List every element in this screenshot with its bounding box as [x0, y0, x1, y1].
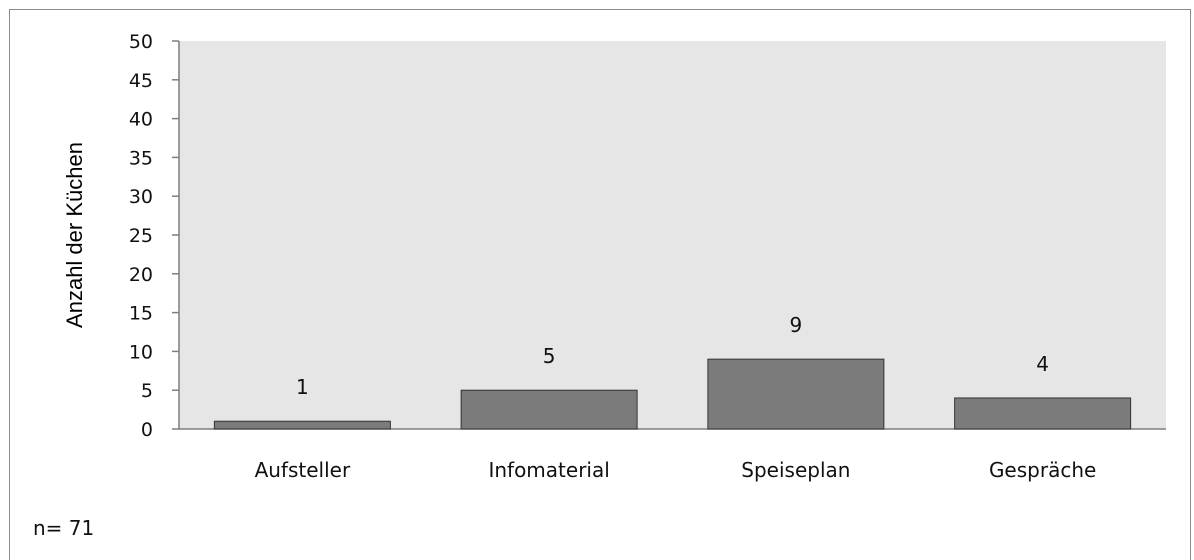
category-label: Gespräche — [989, 458, 1096, 482]
plot-area — [179, 41, 1166, 429]
category-label: Infomaterial — [488, 458, 609, 482]
y-tick-label: 15 — [129, 303, 153, 325]
y-tick-label: 40 — [129, 109, 153, 131]
bar-value-label: 1 — [296, 375, 309, 399]
y-tick-label: 25 — [129, 225, 153, 247]
y-axis: 0 5 10 15 20 25 30 35 40 45 50 — [129, 31, 180, 441]
y-tick-label: 10 — [129, 341, 153, 363]
bar-value-label: 5 — [543, 344, 556, 368]
bar — [954, 397, 1132, 430]
y-tick-label: 35 — [129, 147, 153, 169]
y-tick-label: 30 — [129, 186, 153, 208]
y-tick-label: 0 — [141, 419, 153, 441]
category-label: Speiseplan — [741, 458, 850, 482]
sample-size-note: n= 71 — [33, 516, 94, 540]
y-tick-label: 45 — [129, 70, 153, 92]
y-axis-title: Anzahl der Küchen — [62, 142, 87, 328]
y-tick-label: 5 — [141, 380, 153, 402]
bar-value-label: 4 — [1036, 352, 1049, 376]
bar — [707, 358, 885, 430]
bar-value-label: 9 — [790, 313, 803, 337]
bar — [460, 389, 638, 430]
category-label: Aufsteller — [255, 458, 351, 482]
y-tick-label: 50 — [129, 31, 153, 53]
x-axis: Aufsteller Infomaterial Speiseplan Gespräch… — [179, 428, 1166, 482]
bar — [213, 420, 391, 430]
y-tick-label: 20 — [129, 264, 153, 286]
